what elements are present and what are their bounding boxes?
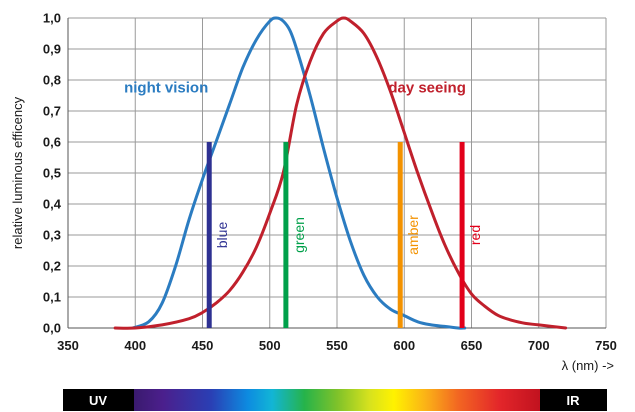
- day-seeing-curve: [113, 16, 568, 330]
- visible-spectrum-gradient: [134, 389, 540, 411]
- x-tick-label: 700: [528, 338, 550, 353]
- led-markers: [206, 142, 465, 328]
- y-tick-label: 0,5: [43, 166, 61, 181]
- x-tick-label: 750: [595, 338, 617, 353]
- y-tick-label: 0,2: [43, 259, 61, 274]
- y-tick-label: 1,0: [43, 11, 61, 26]
- x-tick-label: 650: [461, 338, 483, 353]
- grid: [67, 17, 607, 329]
- y-axis-title: relative luminous efficency: [10, 96, 25, 249]
- spectrum-band: UV IR: [63, 389, 607, 411]
- x-tick-label: 500: [259, 338, 281, 353]
- x-tick-label: 400: [124, 338, 146, 353]
- labels: night vision day seeing blue green amber red: [124, 79, 483, 254]
- day-seeing-label: day seeing: [388, 79, 466, 96]
- marker-amber-label: amber: [405, 215, 421, 255]
- y-tick-label: 0,4: [43, 197, 62, 212]
- series: [113, 16, 568, 330]
- y-tick-label: 0,3: [43, 228, 61, 243]
- night-vision-curve: [131, 16, 467, 330]
- axes: 0,0 0,1 0,2 0,3 0,4 0,5 0,6 0,7 0,8 0,9 1,0 350 400 4…: [10, 11, 617, 374]
- y-tick-label: 0,9: [43, 42, 61, 57]
- marker-red-label: red: [467, 225, 483, 245]
- night-vision-label: night vision: [124, 79, 208, 96]
- marker-blue-label: blue: [214, 222, 230, 249]
- y-tick-label: 0,1: [43, 290, 61, 305]
- y-tick-label: 0,6: [43, 135, 61, 150]
- x-axis-title: λ (nm) ->: [562, 358, 614, 373]
- y-tick-label: 0,8: [43, 73, 61, 88]
- x-tick-label: 350: [57, 338, 79, 353]
- marker-green-label: green: [291, 217, 307, 253]
- y-tick-label: 0,7: [43, 104, 61, 119]
- uv-label: UV: [89, 393, 107, 408]
- ir-label: IR: [567, 393, 581, 408]
- x-tick-label: 600: [393, 338, 415, 353]
- y-tick-label: 0,0: [43, 321, 61, 336]
- x-tick-label: 550: [326, 338, 348, 353]
- x-tick-label: 450: [192, 338, 214, 353]
